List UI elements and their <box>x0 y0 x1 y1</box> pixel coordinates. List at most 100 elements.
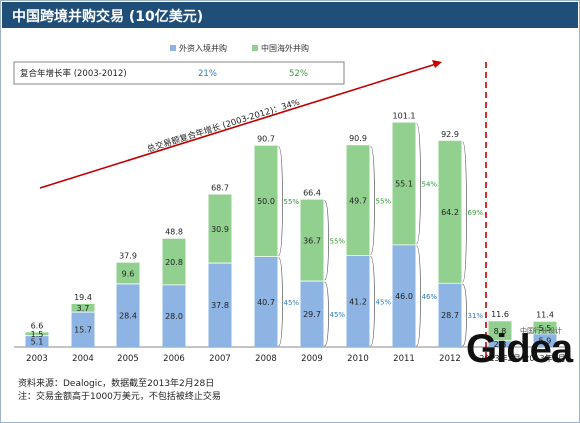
bar-label-inbound-3: 28.0 <box>165 312 183 321</box>
bar-total-5: 90.7 <box>257 135 275 144</box>
bar-outbound-7 <box>346 145 370 256</box>
bar-inbound-8 <box>392 244 416 347</box>
legend-swatch-inbound <box>170 45 176 51</box>
bar-label-outbound-3: 20.8 <box>165 258 183 267</box>
bar-label-outbound-9: 64.2 <box>441 208 459 217</box>
x-tick-label-1: 2004 <box>72 354 94 364</box>
share-outbound-6: 55% <box>330 237 346 245</box>
watermark-logo: Gidea <box>466 327 573 371</box>
bar-total-3: 48.8 <box>165 228 183 237</box>
legend-label-outbound: 中国海外并购 <box>261 43 309 53</box>
bracket-outbound-8 <box>416 123 421 245</box>
footnote: 注：交易金额高于1000万美元，不包括被终止交易 <box>18 392 221 402</box>
x-tick-label-8: 2011 <box>393 354 415 364</box>
bar-label-inbound-8: 46.0 <box>395 292 413 301</box>
share-outbound-7: 55% <box>376 197 392 205</box>
share-outbound-5: 55% <box>284 198 300 206</box>
bar-label-inbound-5: 40.7 <box>257 298 275 307</box>
bar-total-1: 19.4 <box>74 293 92 302</box>
bar-total-2: 37.9 <box>119 252 137 261</box>
share-outbound-9: 69% <box>468 209 484 217</box>
bar-label-inbound-2: 28.4 <box>119 311 137 320</box>
bracket-inbound-5 <box>278 257 283 347</box>
bar-outbound-1 <box>71 303 95 313</box>
bar-inbound-2 <box>116 283 140 347</box>
watermark-subtext: 中国行业设计 <box>520 327 562 335</box>
bar-label-outbound-0: 1.5 <box>31 330 44 339</box>
share-inbound-6: 45% <box>330 311 346 319</box>
trend-annotation: 总交易额复合年增长 (2003-2012)：34% <box>146 97 302 155</box>
bar-label-inbound-7: 41.2 <box>349 297 367 306</box>
bar-label-inbound-0: 5.1 <box>31 337 44 346</box>
cagr-table-box <box>13 61 345 85</box>
share-outbound-8: 54% <box>422 181 438 189</box>
bracket-inbound-6 <box>324 281 329 347</box>
bracket-inbound-8 <box>416 245 421 347</box>
share-inbound-7: 45% <box>376 298 392 306</box>
bar-label-outbound-5: 50.0 <box>257 197 275 206</box>
bracket-outbound-5 <box>278 146 283 256</box>
bar-label-inbound-9: 28.7 <box>441 311 459 320</box>
title-bar: 中国跨境并购交易 (10亿美元) <box>2 2 578 28</box>
bar-label-outbound-6: 36.7 <box>303 236 321 245</box>
bar-total-4: 68.7 <box>211 183 229 192</box>
bar-outbound-3 <box>162 238 186 285</box>
bar-inbound-4 <box>208 263 232 347</box>
bar-label-inbound-10: 2.8 <box>494 340 507 349</box>
cagr-outbound-value: 52% <box>289 69 308 79</box>
bar-inbound-1 <box>71 312 95 347</box>
x-tick-label-5: 2008 <box>255 354 277 364</box>
bar-inbound-10 <box>488 340 512 347</box>
x-tick-label-7: 2010 <box>347 354 369 364</box>
bar-label-inbound-11: 5.9 <box>539 336 552 345</box>
bracket-inbound-9 <box>462 283 467 347</box>
x-tick-label-9: 2012 <box>439 354 461 364</box>
bar-total-10: 11.6 <box>491 310 509 319</box>
x-tick-label-6: 2009 <box>301 354 323 364</box>
bar-inbound-9 <box>438 283 462 347</box>
bar-outbound-9 <box>438 140 462 284</box>
bar-total-7: 90.9 <box>349 134 367 143</box>
trend-arrow-line <box>39 63 437 189</box>
bar-inbound-7 <box>346 255 370 347</box>
chart-title: 中国跨境并购交易 (10亿美元) <box>12 9 204 25</box>
x-tick-label-11: 2013年2月 <box>524 353 565 363</box>
legend-swatch-outbound <box>252 45 258 51</box>
bar-label-outbound-10: 8.8 <box>494 327 507 336</box>
bar-total-6: 66.4 <box>303 189 321 198</box>
bracket-outbound-7 <box>370 145 375 255</box>
x-tick-label-0: 2003 <box>26 354 48 364</box>
bar-total-9: 92.9 <box>441 130 459 139</box>
bar-inbound-3 <box>162 284 186 347</box>
share-inbound-5: 45% <box>284 299 300 307</box>
bar-outbound-0 <box>25 332 49 336</box>
bar-label-outbound-2: 9.6 <box>122 269 135 278</box>
bracket-outbound-6 <box>324 200 329 281</box>
bar-inbound-0 <box>25 335 49 347</box>
bar-label-inbound-4: 37.8 <box>211 301 229 310</box>
bar-outbound-4 <box>208 194 232 264</box>
bar-total-8: 101.1 <box>393 112 416 121</box>
bracket-outbound-9 <box>462 141 467 283</box>
x-tick-label-4: 2007 <box>209 354 231 364</box>
bar-outbound-2 <box>116 262 140 284</box>
bar-label-outbound-7: 49.7 <box>349 196 367 205</box>
bar-outbound-10 <box>488 321 512 341</box>
bar-label-outbound-8: 55.1 <box>395 180 413 189</box>
bar-label-outbound-1: 3.7 <box>77 304 90 313</box>
bar-label-inbound-6: 29.7 <box>303 310 321 319</box>
bar-outbound-11 <box>533 321 557 334</box>
bar-inbound-5 <box>254 256 278 347</box>
share-inbound-8: 46% <box>422 293 438 301</box>
bar-label-outbound-4: 30.9 <box>211 225 229 234</box>
source-note: 资料来源：Dealogic，数据截至2013年2月28日 <box>18 379 215 389</box>
share-inbound-9: 31% <box>468 312 484 320</box>
bar-inbound-11 <box>533 333 557 347</box>
bar-outbound-5 <box>254 145 278 257</box>
bar-total-0: 6.6 <box>31 321 44 330</box>
trend-arrowhead <box>432 60 442 68</box>
cagr-inbound-value: 21% <box>198 69 217 79</box>
x-tick-label-3: 2006 <box>163 354 185 364</box>
x-tick-label-10: 2013年2月 <box>479 353 520 363</box>
